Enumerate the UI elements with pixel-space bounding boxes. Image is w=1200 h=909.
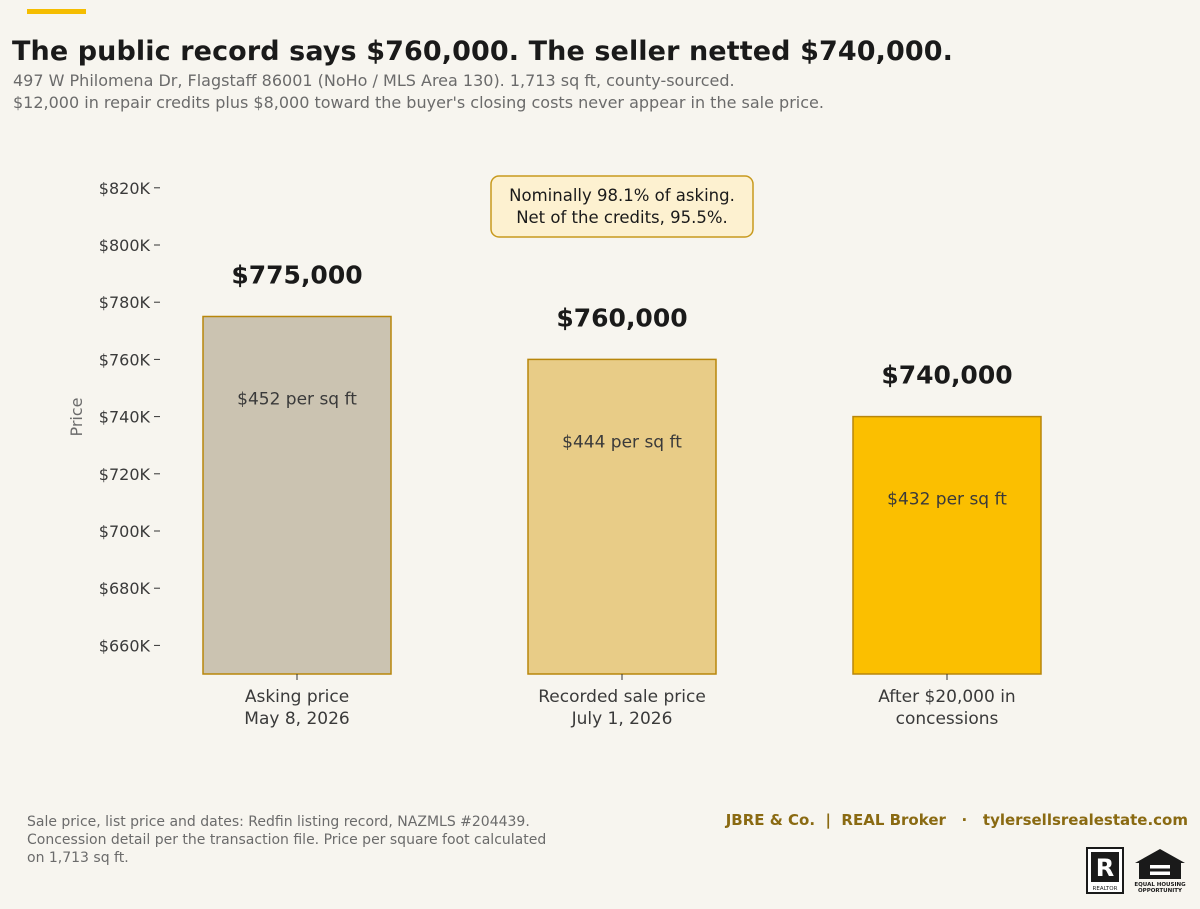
y-tick-label: $800K — [99, 236, 151, 255]
annotation-text: Nominally 98.1% of asking. — [509, 186, 735, 205]
realtor-logo-text: REALTOR — [1093, 886, 1118, 892]
y-tick-label: $660K — [99, 636, 151, 655]
eho-logo-text-2: OPPORTUNITY — [1138, 888, 1183, 894]
bar — [527, 358, 717, 675]
x-tick-label: July 1, 2026 — [571, 709, 673, 729]
source-line-3: on 1,713 sq ft. — [27, 850, 129, 866]
svg-text:R: R — [1096, 854, 1114, 882]
per-sqft-label: $444 per sq ft — [562, 432, 682, 452]
y-tick-label: $760K — [99, 350, 151, 369]
equal-housing-icon: EQUAL HOUSING OPPORTUNITY — [1134, 849, 1186, 894]
realtor-logo-icon: R REALTOR — [1086, 847, 1124, 894]
x-tick-label: May 8, 2026 — [244, 709, 349, 729]
y-tick-label: $720K — [99, 465, 151, 484]
source-line-1: Sale price, list price and dates: Redfin… — [27, 814, 530, 830]
y-tick-label: $680K — [99, 579, 151, 598]
source-note: Sale price, list price and dates: Redfin… — [27, 813, 607, 867]
y-tick-label: $820K — [99, 179, 151, 198]
subtitle-line-1: 497 W Philomena Dr, Flagstaff 86001 (NoH… — [13, 71, 735, 90]
chart-subtitle: 497 W Philomena Dr, Flagstaff 86001 (NoH… — [13, 70, 824, 114]
per-sqft-label: $432 per sq ft — [887, 490, 1007, 510]
bar — [852, 415, 1042, 675]
chart-title: The public record says $760,000. The sel… — [12, 36, 953, 67]
bar-chart: $660K $680K $700K $720K $740K $760K $780K $800K… — [67, 175, 1042, 729]
x-tick-label: Asking price — [245, 687, 349, 707]
logos: R REALTOR EQUAL HOUSING OPPORTUNITY — [1086, 847, 1188, 894]
eho-logo-text-1: EQUAL HOUSING — [1134, 882, 1186, 888]
data-label: $775,000 — [231, 261, 362, 290]
y-tick-label: $740K — [99, 408, 151, 427]
y-axis-label: Price — [67, 397, 86, 436]
x-tick-label: Recorded sale price — [538, 687, 706, 707]
y-tick-label: $780K — [99, 293, 151, 312]
per-sqft-label: $452 per sq ft — [237, 390, 357, 410]
bar — [202, 315, 392, 675]
annotation-box — [490, 175, 754, 238]
x-tick-label: concessions — [896, 709, 999, 729]
source-line-2: Concession detail per the transaction fi… — [27, 832, 547, 848]
accent-bar — [27, 9, 86, 14]
annotation-text: Net of the credits, 95.5%. — [516, 208, 728, 227]
x-tick-label: After $20,000 in — [878, 687, 1015, 707]
data-label: $740,000 — [881, 361, 1012, 390]
subtitle-line-2: $12,000 in repair credits plus $8,000 to… — [13, 93, 824, 112]
brand-line: JBRE & Co. | REAL Broker · tylersellsrea… — [725, 811, 1188, 829]
y-tick-label: $700K — [99, 522, 151, 541]
data-label: $760,000 — [556, 303, 687, 332]
